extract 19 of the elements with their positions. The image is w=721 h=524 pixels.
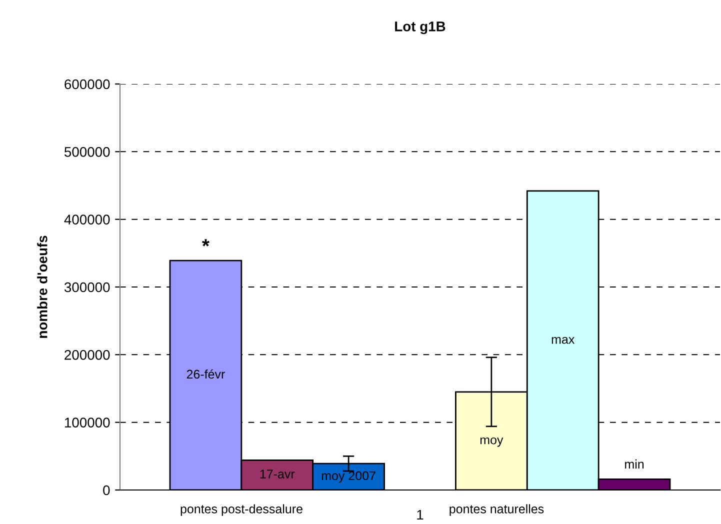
series-label: 26-févr — [186, 369, 225, 379]
y-tick-label: 300000 — [64, 282, 110, 292]
y-tick-label: 100000 — [64, 418, 110, 428]
x-tick-label: 1 — [417, 510, 424, 520]
text: pontes naturelles — [450, 504, 544, 516]
series-label: max — [552, 336, 575, 344]
data-label: * — [202, 239, 210, 246]
y-tick-label: 0 — [103, 485, 110, 496]
y-tick-label: 500000 — [64, 147, 110, 157]
series-label: moy 2007 — [322, 471, 376, 483]
y-axis-title: nombre d'oeufs — [37, 236, 48, 338]
series-label: 17-avr — [260, 470, 295, 478]
chart-title: Lot g1B — [395, 22, 446, 34]
text: pontes post-dessalure — [180, 504, 302, 516]
y-tick-label: 200000 — [64, 350, 110, 360]
y-tick-label: 400000 — [64, 214, 110, 225]
y-tick-label: 600000 — [64, 79, 110, 90]
series-label: moy — [480, 437, 504, 447]
series-label: min — [625, 459, 644, 468]
